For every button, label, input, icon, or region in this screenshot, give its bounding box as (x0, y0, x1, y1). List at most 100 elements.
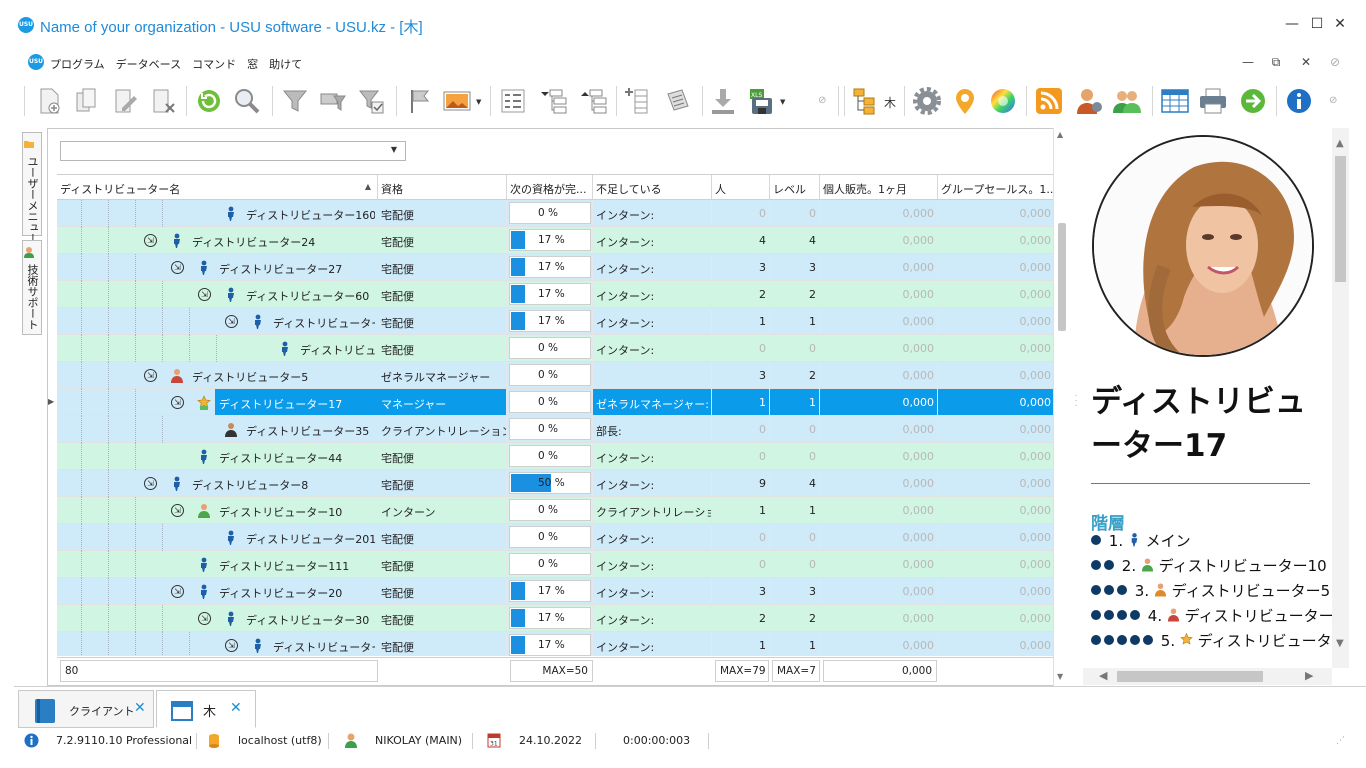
expand-all-icon[interactable] (498, 86, 528, 116)
expand-toggle-icon[interactable]: ⇲ (171, 585, 184, 598)
table-row[interactable]: ⇲ ディストリビューター5 ゼネラルマネージャー 0 % 3 2 0,000 0,000 (57, 362, 1054, 389)
flag-icon[interactable] (404, 86, 434, 116)
add-record-icon[interactable] (34, 86, 64, 116)
filter-apply-icon[interactable] (356, 86, 386, 116)
toolbar-more-icon[interactable]: ⊘ (818, 95, 827, 106)
table-row[interactable]: ディストリビューター111 宅配便 0 % インターン: 0 0 0,000 0,000 (57, 551, 1054, 578)
filter-combo[interactable]: ▼ (60, 141, 406, 161)
expand-toggle-icon[interactable]: ⇲ (171, 504, 184, 517)
search-icon[interactable] (232, 86, 262, 116)
add-column-icon[interactable] (622, 86, 652, 116)
col-header-missing[interactable]: 不足している (593, 175, 712, 199)
resize-grip-icon[interactable]: ⋰ (1336, 736, 1345, 746)
table-row[interactable]: ディストリビューター35クライアントリレーションズ…0 %部長:000,0000… (57, 416, 1054, 443)
copy-icon[interactable] (72, 86, 102, 116)
col-header-name[interactable]: ディストリビューター名 ▲ (57, 175, 378, 199)
scroll-left-icon[interactable]: ◀ (1099, 669, 1108, 682)
detail-scroll-up-icon[interactable]: ▲ (1336, 138, 1344, 149)
col-header-personal-sales[interactable]: 個人販売。1ヶ月 (820, 175, 938, 199)
table-row[interactable]: ディストリビューター201 宅配便 0 % インターン: 0 0 0,000 0,000 (57, 524, 1054, 551)
tech-support-tab[interactable]: 技術サポート (22, 240, 42, 335)
location-icon[interactable] (950, 86, 980, 116)
image-icon[interactable] (442, 86, 472, 116)
tab-clients[interactable]: クライアント ✕ (18, 690, 154, 728)
scroll-down-icon[interactable]: ▼ (1057, 672, 1064, 681)
menu-database[interactable]: データベース (115, 58, 182, 71)
detail-hscroll-thumb[interactable] (1117, 671, 1263, 682)
expand-toggle-icon[interactable]: ⇲ (225, 639, 238, 652)
tree-collapse-icon[interactable] (538, 86, 568, 116)
col-header-group-sales[interactable]: グループセールス。1... (941, 183, 1054, 196)
tree-icon[interactable] (850, 86, 880, 116)
user-settings-icon[interactable] (1074, 86, 1104, 116)
scroll-right-icon[interactable]: ▶ (1305, 669, 1314, 682)
refresh-icon[interactable] (194, 86, 224, 116)
grid-scrollbar[interactable]: ▲ ▼ (1053, 128, 1069, 686)
menu-program[interactable]: プログラム (50, 58, 105, 71)
grid-scroll-thumb[interactable] (1058, 223, 1066, 331)
forward-icon[interactable] (1238, 86, 1268, 116)
expand-toggle-icon[interactable]: ⇲ (198, 612, 211, 625)
menu-help[interactable]: 助けて (269, 58, 303, 71)
filter-set-icon[interactable] (318, 86, 348, 116)
expand-toggle-icon[interactable]: ⇲ (144, 369, 157, 382)
delete-icon[interactable] (148, 86, 178, 116)
tree-expand-icon[interactable] (578, 86, 608, 116)
color-icon[interactable] (988, 86, 1018, 116)
expand-toggle-icon[interactable]: ⇲ (198, 288, 211, 301)
table-icon[interactable] (1160, 86, 1190, 116)
edit-icon[interactable] (110, 86, 140, 116)
toolbar-options-icon[interactable]: ⊘ (1329, 95, 1338, 106)
table-row[interactable]: ⇲ ディストリビューター60 宅配便 17 % インターン: 2 2 0,000 0,000 (57, 281, 1054, 308)
expand-toggle-icon[interactable]: ⇲ (225, 315, 238, 328)
table-row[interactable]: ⇲ ディストリビューター20 宅配便 17 % インターン: 3 3 0,000 0,000 (57, 578, 1054, 605)
detail-scroll-thumb[interactable] (1335, 156, 1346, 282)
close-icon[interactable]: ✕ (134, 700, 146, 716)
mdi-options-icon[interactable]: ⊘ (1329, 55, 1341, 69)
expand-toggle-icon[interactable]: ⇲ (144, 477, 157, 490)
col-header-level[interactable]: レベル (770, 175, 820, 199)
table-row[interactable]: ⇲ ディストリビューター30 宅配便 17 % インターン: 2 2 0,000 0,000 (57, 605, 1054, 632)
close-icon[interactable]: ✕ (230, 700, 242, 716)
scroll-up-icon[interactable]: ▲ (1057, 130, 1064, 139)
settings-icon[interactable] (912, 86, 942, 116)
table-row[interactable]: ディストリビューター160 宅配便 0 % インターン: 0 0 0,000 0,000 (57, 200, 1054, 227)
expand-toggle-icon[interactable]: ⇲ (171, 261, 184, 274)
maximize-button[interactable]: ☐ (1310, 16, 1324, 32)
mdi-minimize-button[interactable]: — (1242, 55, 1254, 69)
minimize-button[interactable]: — (1285, 16, 1299, 32)
print-icon[interactable] (1198, 86, 1228, 116)
export-dropdown-icon[interactable]: ▼ (780, 98, 786, 106)
expand-toggle-icon[interactable]: ⇲ (144, 234, 157, 247)
col-header-next-qual[interactable]: 次の資格が完... (507, 175, 593, 199)
menu-command[interactable]: コマンド (192, 58, 237, 71)
table-row[interactable]: ディストリビューター44 宅配便 0 % インターン: 0 0 0,000 0,000 (57, 443, 1054, 470)
filter-icon[interactable] (280, 86, 310, 116)
expand-toggle-icon[interactable]: ⇲ (171, 396, 184, 409)
report-icon[interactable] (662, 86, 692, 116)
tree-label[interactable]: 木 (884, 96, 897, 110)
export-xls-icon[interactable]: XLS (746, 86, 776, 116)
tab-tree[interactable]: 木 ✕ (156, 690, 256, 728)
table-row[interactable]: ⇲ ディストリビューター27 宅配便 17 % インターン: 3 3 0,000 0,000 (57, 254, 1054, 281)
image-dropdown-icon[interactable]: ▼ (476, 98, 482, 106)
detail-scroll-down-icon[interactable]: ▼ (1336, 638, 1344, 649)
table-row[interactable]: ⇲ ディストリビューター8 宅配便 50 % インターン: 9 4 0,000 0,000 (57, 470, 1054, 497)
chevron-down-icon[interactable]: ▼ (390, 145, 397, 154)
download-icon[interactable] (708, 86, 738, 116)
table-row[interactable]: ⇲ ディストリビューター24 宅配便 17 % インターン: 4 4 0,000 0,000 (57, 227, 1054, 254)
table-row[interactable]: ⇲ ディストリビューター17 マネージャー 0 % ゼネラルマネージャー: 1 1 0,000… (57, 389, 1054, 416)
mdi-restore-button[interactable]: ⧉ (1271, 55, 1281, 69)
close-button[interactable]: ✕ (1334, 16, 1346, 32)
mdi-close-button[interactable]: ✕ (1300, 55, 1312, 69)
rss-icon[interactable] (1034, 86, 1064, 116)
detail-scrollbar[interactable]: ▲ ▼ (1332, 128, 1349, 668)
col-header-qualification[interactable]: 資格 (378, 175, 507, 199)
splitter-handle[interactable]: · · · (1075, 392, 1078, 410)
info-icon[interactable] (1284, 86, 1314, 116)
menu-window[interactable]: 窓 (247, 58, 259, 71)
